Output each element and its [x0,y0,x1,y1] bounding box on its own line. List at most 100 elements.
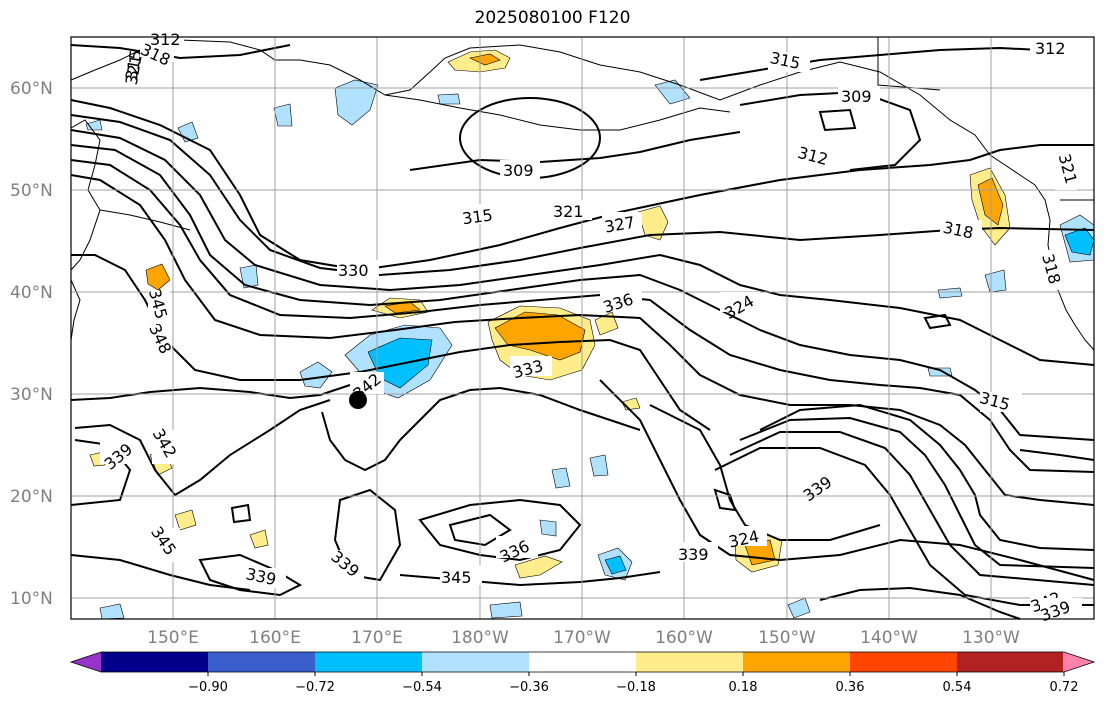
contour-labels: 312 315 318 321 309 312 315 309 312 315 … [100,30,1082,625]
colorbar-tick-label: −0.36 [509,680,549,695]
colorbar-extend-high [1063,652,1094,672]
lon-label: 150°W [758,628,816,648]
contour-line [729,431,1095,586]
lat-label: 40°N [10,283,53,303]
positive-anomaly-region [249,529,269,549]
contour-label: 330 [338,261,369,280]
map-title: 2025080100 F120 [474,8,631,28]
colorbar-outline [69,651,1096,673]
contour-line [70,99,1094,272]
colorbar-segment [208,652,316,672]
negative-anomaly-region [273,103,293,127]
negative-anomaly-core [604,555,627,575]
colorbar-tick-label: −0.18 [616,680,656,695]
colorbar-segment [101,652,209,672]
contour-line [70,144,1095,441]
contour-line [70,384,351,401]
lat-label: 50°N [10,181,53,201]
lat-label: 30°N [10,385,53,405]
contour-line [1019,449,1095,461]
contour-line [418,498,582,562]
contour-line [74,399,331,497]
negative-anomaly-region [299,361,333,389]
lon-label: 150°E [147,628,199,648]
negative-anomaly-region [489,601,523,619]
contour-line [739,90,922,171]
gridlines [71,37,1094,619]
colorbar-segment [850,652,958,672]
lon-label: 180°W [451,628,509,648]
colorbar-tick-label: 0.54 [943,680,972,695]
positive-anomaly-region [174,509,197,531]
contour-line [333,488,402,582]
contour-line [739,416,1095,569]
negative-anomaly-region [984,269,1007,293]
contour-line [759,403,1095,551]
contour-line [459,97,602,179]
negative-anomaly-region [334,79,379,126]
contour-line [70,439,132,506]
colorbar-segment [529,652,637,672]
colorbar-tick-label: 0.18 [729,680,758,695]
contour-line [713,488,737,512]
negative-anomaly-region [937,287,963,299]
longitude-labels: 150°E 160°E 170°E 180°W 170°W 160°W 150°… [147,628,1020,648]
contour-line [230,503,252,524]
lon-label: 130°W [962,628,1020,648]
positive-anomaly-region [145,263,171,291]
kurils-coast [99,209,191,231]
alaska-coast [299,44,1036,186]
contour-label: 312 [1035,39,1066,58]
contour-label: 315 [461,205,494,228]
negative-anomaly-region [539,519,557,537]
contour-line [198,553,303,597]
colorbar-segment [636,652,744,672]
colorbar-tick-label: −0.54 [402,680,442,695]
positive-anomaly-region [637,205,669,241]
contour-label: 309 [841,87,872,106]
negative-anomaly-region [99,603,125,620]
contour-line [70,44,291,60]
negative-anomaly-region [787,597,811,619]
map-frame [70,36,1095,620]
colorbar-tick-label: 0.36 [836,680,865,695]
positive-anomaly-region [514,555,563,579]
location-marker [349,391,367,409]
japan-coast [70,279,81,341]
lon-label: 140°W [860,628,918,648]
colorbar: −0.90 −0.72 −0.54 −0.36 −0.18 0.18 0.36 0.54 0.7… [69,651,1096,695]
colorbar-tick-label: 0.72 [1050,680,1079,695]
lon-label: 160°W [655,628,713,648]
contour-label: 309 [503,161,534,180]
positive-anomaly-core [494,311,586,361]
lat-label: 60°N [10,79,53,99]
colorbar-segment [957,652,1065,672]
contour-line [70,554,251,591]
colorbar-segment [422,652,530,672]
negative-anomaly-region [437,93,461,105]
contour-line [714,447,1094,606]
latitude-labels: 60°N 50°N 40°N 30°N 20°N 10°N [10,79,53,609]
colorbar-segment [315,652,423,672]
contour-line [70,114,1095,277]
contour-line [699,46,1041,81]
shaded-anomalies [85,49,1095,620]
lat-label: 10°N [10,589,53,609]
lat-label: 20°N [10,487,53,507]
contour-lines [70,44,1095,620]
contour-line [649,404,881,541]
lon-label: 170°W [553,628,611,648]
aleutian-chain [384,94,731,131]
contour-line [321,386,641,472]
lon-label: 160°E [249,628,301,648]
negative-anomaly-region [239,264,259,289]
contour-label: 345 [441,568,472,587]
contour-line [70,174,1095,506]
positive-anomaly-region [594,311,619,336]
colorbar-tick-label: −0.90 [188,680,228,695]
contour-label: 312 [150,30,181,49]
colorbar-segment [743,652,851,672]
contour-label: 339 [678,545,709,564]
contour-line [818,108,857,132]
